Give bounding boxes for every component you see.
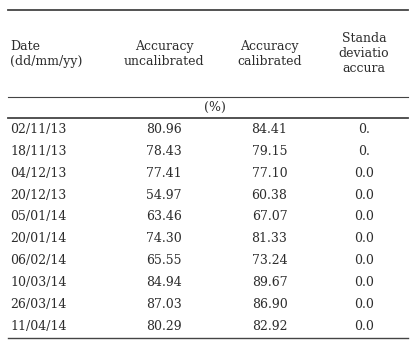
- Text: 0.0: 0.0: [354, 167, 374, 180]
- Text: 0.0: 0.0: [354, 320, 374, 333]
- Text: 0.: 0.: [358, 145, 370, 158]
- Text: 65.55: 65.55: [146, 254, 182, 267]
- Text: 20/01/14: 20/01/14: [10, 233, 67, 246]
- Text: 89.67: 89.67: [252, 276, 287, 289]
- Text: 0.0: 0.0: [354, 276, 374, 289]
- Text: 84.94: 84.94: [146, 276, 182, 289]
- Text: 10/03/14: 10/03/14: [10, 276, 67, 289]
- Text: 80.96: 80.96: [146, 123, 182, 136]
- Text: 86.90: 86.90: [252, 298, 288, 311]
- Text: 77.10: 77.10: [252, 167, 287, 180]
- Text: Accuracy
calibrated: Accuracy calibrated: [237, 40, 302, 68]
- Text: 82.92: 82.92: [252, 320, 287, 333]
- Text: (%): (%): [204, 101, 226, 114]
- Text: 11/04/14: 11/04/14: [10, 320, 67, 333]
- Text: 74.30: 74.30: [146, 233, 182, 246]
- Text: 0.: 0.: [358, 123, 370, 136]
- Text: 04/12/13: 04/12/13: [10, 167, 67, 180]
- Text: 20/12/13: 20/12/13: [10, 189, 67, 202]
- Text: 0.0: 0.0: [354, 189, 374, 202]
- Text: 06/02/14: 06/02/14: [10, 254, 67, 267]
- Text: 0.0: 0.0: [354, 254, 374, 267]
- Text: 0.0: 0.0: [354, 298, 374, 311]
- Text: 84.41: 84.41: [252, 123, 288, 136]
- Text: 73.24: 73.24: [252, 254, 287, 267]
- Text: 78.43: 78.43: [146, 145, 182, 158]
- Text: 63.46: 63.46: [146, 210, 182, 223]
- Text: 26/03/14: 26/03/14: [10, 298, 67, 311]
- Text: 67.07: 67.07: [252, 210, 287, 223]
- Text: 81.33: 81.33: [252, 233, 288, 246]
- Text: 77.41: 77.41: [146, 167, 182, 180]
- Text: 05/01/14: 05/01/14: [10, 210, 67, 223]
- Text: 79.15: 79.15: [252, 145, 287, 158]
- Text: 0.0: 0.0: [354, 233, 374, 246]
- Text: 60.38: 60.38: [252, 189, 288, 202]
- Text: Standa
deviatio
accura: Standa deviatio accura: [339, 32, 389, 75]
- Text: 54.97: 54.97: [146, 189, 182, 202]
- Text: Accuracy
uncalibrated: Accuracy uncalibrated: [124, 40, 204, 68]
- Text: 87.03: 87.03: [146, 298, 182, 311]
- Text: 18/11/13: 18/11/13: [10, 145, 67, 158]
- Text: 0.0: 0.0: [354, 210, 374, 223]
- Text: 02/11/13: 02/11/13: [10, 123, 67, 136]
- Text: Date
(dd/mm/yy): Date (dd/mm/yy): [10, 40, 83, 68]
- Text: 80.29: 80.29: [146, 320, 182, 333]
